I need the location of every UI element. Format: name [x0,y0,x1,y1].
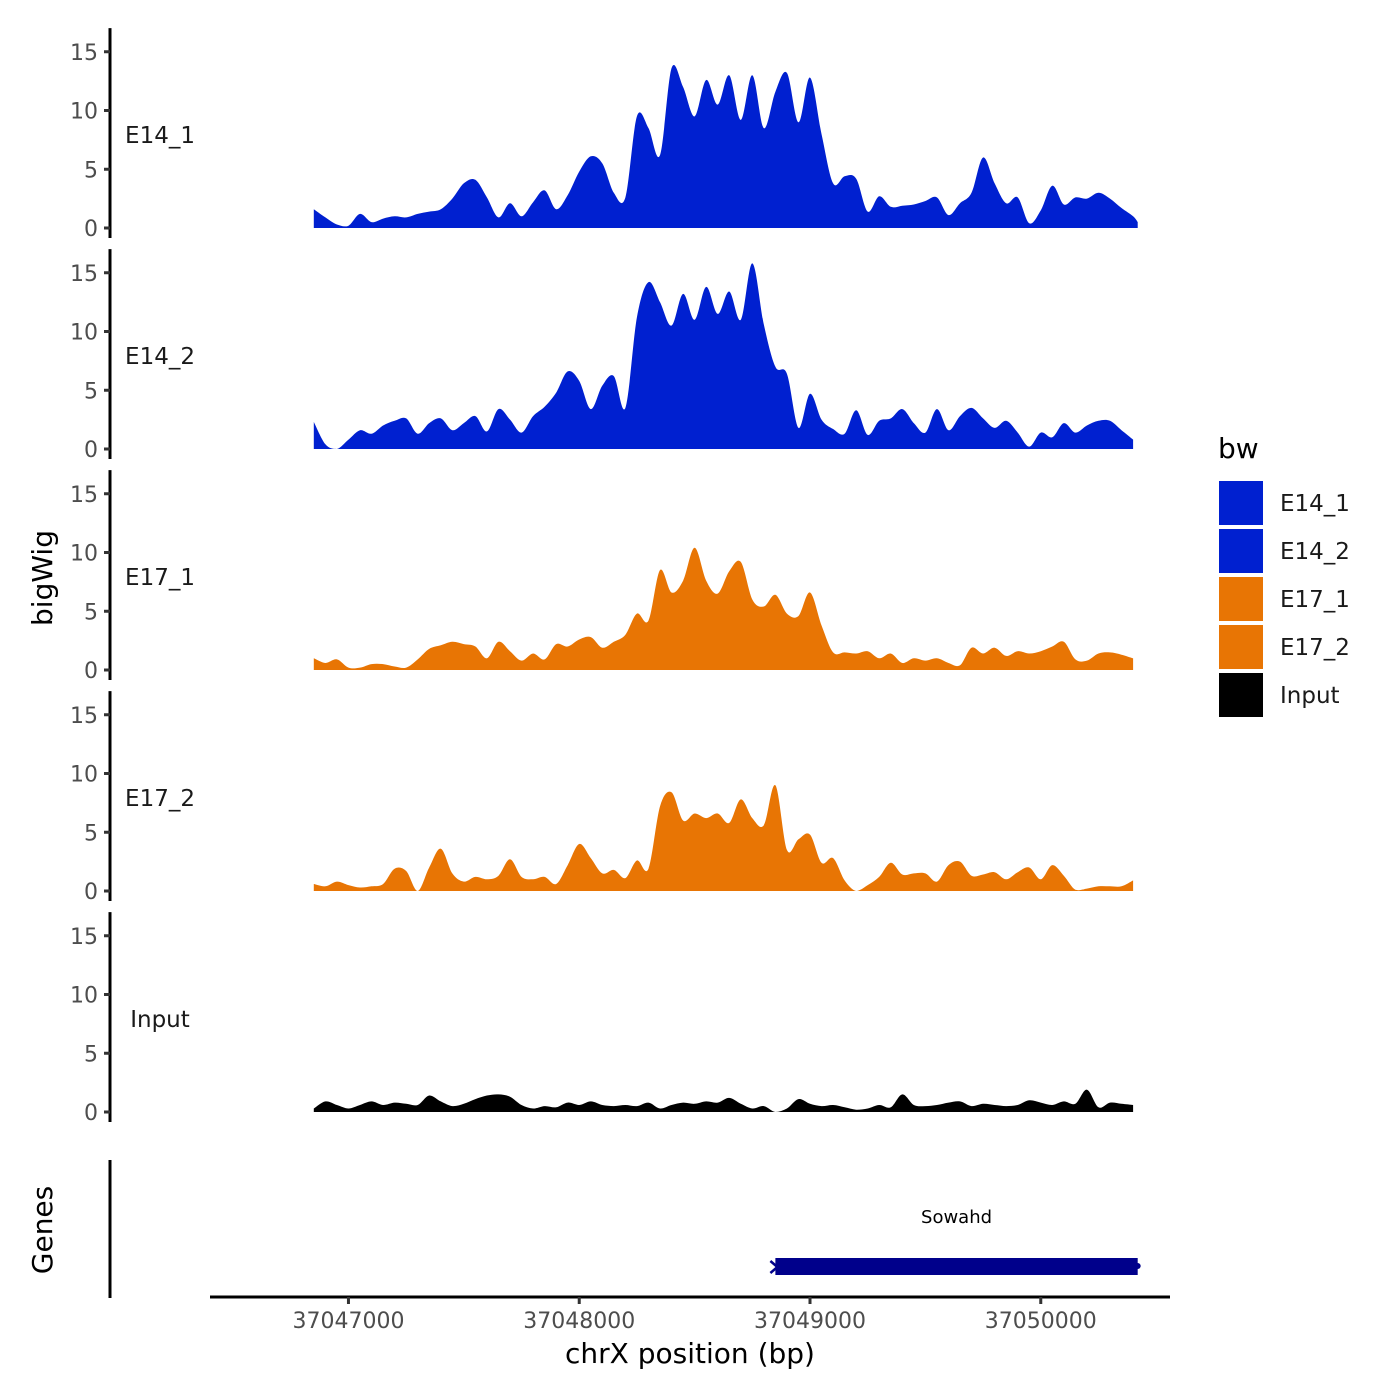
track-label: E17_1 [125,565,195,591]
y-tick-label: 0 [84,880,98,905]
y-tick-label: 10 [70,984,98,1009]
x-axis: 37047000 37048000 37049000 37050000 [210,1295,1170,1334]
y-tick-label: 5 [84,821,98,846]
x-tick-label: 37049000 [754,1309,866,1334]
legend-label: E14_1 [1280,491,1350,517]
gene-sowahd: Sowahd [769,1207,1141,1275]
legend-item-e14-1: E14_1 [1217,479,1350,527]
signal-area [313,1089,1134,1112]
legend-title: bw [1218,432,1259,465]
gene-body [775,1258,1138,1275]
legend-label: Input [1280,683,1340,709]
legend: bw E14_1 E14_2 E17_1 E17_2 Input [1217,432,1350,719]
track-label: E17_2 [125,786,195,812]
y-tick-label: 15 [70,704,98,729]
y-tick-label: 15 [70,41,98,66]
y-tick-label: 10 [70,100,98,125]
y-axis-title: bigWig [26,530,59,626]
track-e17-1: 0 5 10 15 E17_1 [70,470,1134,684]
y-tick-label: 5 [84,379,98,404]
gene-end-marker [1134,1263,1141,1269]
track-label: Input [130,1007,190,1033]
y-tick-label: 5 [84,158,98,183]
x-tick-label: 37050000 [985,1309,1097,1334]
signal-area [313,263,1134,449]
y-tick-label: 15 [70,483,98,508]
legend-swatch [1217,623,1265,671]
legend-item-e14-2: E14_2 [1217,527,1350,575]
y-tick-label: 0 [84,659,98,684]
x-tick-label: 37047000 [292,1309,404,1334]
track-e14-2: 0 5 10 15 E14_2 [70,249,1134,463]
y-tick-label: 5 [84,600,98,625]
y-tick-label: 10 [70,542,98,567]
x-tick-label: 37048000 [523,1309,635,1334]
y-tick-label: 15 [70,262,98,287]
legend-swatch [1217,575,1265,623]
gene-track: Sowahd [108,1160,1141,1298]
y-tick-label: 0 [84,217,98,242]
legend-label: E17_2 [1280,635,1350,661]
track-label: E14_2 [125,344,195,370]
legend-label: E14_2 [1280,539,1350,565]
signal-tracks: 0 5 10 15 E14_1 0 5 10 15 E14_2 0 5 10 15 E17_1 0 5 10 15 E… [70,28,1138,1126]
gene-label: Sowahd [921,1207,992,1228]
track-label: E14_1 [125,123,195,149]
track-e17-2: 0 5 10 15 E17_2 [70,691,1134,905]
legend-swatch [1217,527,1265,575]
y-tick-label: 0 [84,438,98,463]
y-tick-label: 0 [84,1101,98,1126]
y-tick-label: 15 [70,925,98,950]
x-axis-title: chrX position (bp) [565,1337,815,1370]
y-tick-label: 10 [70,321,98,346]
signal-area [313,547,1134,670]
signal-area [313,65,1138,228]
gene-strand-arrow [769,1260,780,1274]
legend-item-e17-2: E17_2 [1217,623,1350,671]
signal-area [313,784,1134,891]
legend-item-input: Input [1217,671,1340,719]
legend-item-e17-1: E17_1 [1217,575,1350,623]
track-input: 0 5 10 15 Input [70,912,1134,1126]
y-tick-label: 5 [84,1042,98,1067]
y-tick-label: 10 [70,763,98,788]
track-e14-1: 0 5 10 15 E14_1 [70,28,1138,242]
legend-label: E17_1 [1280,587,1350,613]
gene-track-title: Genes [26,1186,59,1274]
legend-swatch [1217,479,1265,527]
legend-swatch [1217,671,1265,719]
